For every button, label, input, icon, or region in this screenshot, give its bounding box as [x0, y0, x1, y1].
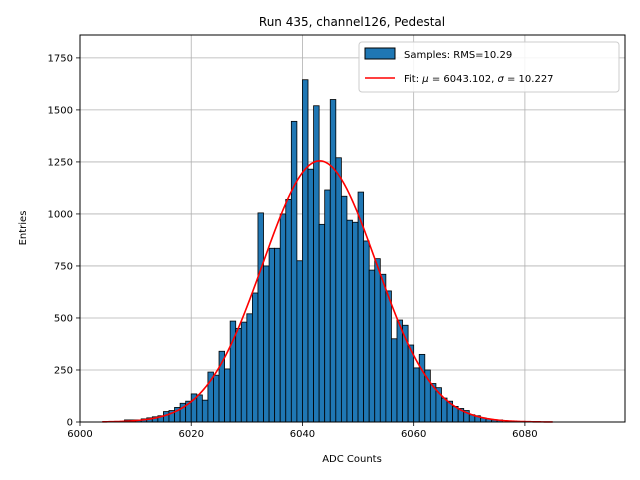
x-tick-label: 6020	[178, 429, 203, 440]
histogram-bar	[235, 327, 242, 423]
histogram-bar	[196, 394, 203, 423]
y-tick-label: 500	[54, 313, 73, 324]
legend-fit-prefix: Fit:	[404, 74, 422, 85]
histogram-bar	[163, 411, 170, 423]
histogram-bar	[268, 247, 276, 423]
histogram-bar	[318, 223, 326, 423]
histogram-bar	[346, 219, 353, 423]
histogram-bar	[246, 313, 253, 423]
chart-title: Run 435, channel126, Pedestal	[259, 15, 445, 29]
y-tick-label: 750	[54, 261, 73, 272]
histogram-bar	[396, 319, 403, 423]
legend-box	[358, 41, 620, 93]
y-tick-label: 1250	[48, 157, 73, 168]
histogram-bar	[374, 258, 381, 423]
x-tick-label: 6000	[67, 429, 92, 440]
histogram-bar	[379, 273, 387, 423]
y-tick-label: 1500	[48, 105, 73, 116]
histogram-bar	[224, 368, 231, 423]
histogram-bar	[240, 321, 248, 423]
y-axis-label: Entries	[18, 211, 29, 246]
histogram-bar	[407, 344, 415, 423]
histogram-bar	[418, 353, 426, 423]
histogram-bar	[302, 79, 309, 423]
histogram-bar	[441, 397, 448, 423]
fit-curve	[102, 160, 553, 423]
histogram-bar	[251, 292, 259, 423]
plot-frame	[79, 34, 626, 423]
histogram-bar	[290, 120, 298, 423]
fit-curve-group	[102, 160, 553, 423]
legend-sigma-symbol: σ	[497, 74, 504, 85]
histogram-bar	[391, 338, 398, 423]
histogram-bar	[279, 213, 287, 423]
histogram-bar	[413, 367, 420, 423]
legend-sigma-value: = 10.227	[504, 74, 554, 85]
histogram-bar	[329, 99, 337, 423]
histogram-bar	[368, 269, 376, 423]
histogram-bar	[313, 105, 320, 423]
histogram-bar	[296, 260, 303, 423]
legend-samples-swatch	[364, 47, 396, 60]
legend-fit-label: Fit: μ = 6043.102, σ = 10.227	[404, 74, 554, 85]
x-axis-ticks: 6000 6020 6040 6060 6080	[67, 422, 538, 440]
legend-mu-value: = 6043.102,	[429, 74, 498, 85]
histogram-bar	[335, 157, 342, 423]
histogram-bar	[263, 265, 270, 423]
histogram-bar	[285, 198, 292, 423]
histogram-bar	[363, 240, 370, 423]
histogram-bar	[274, 247, 281, 423]
histogram-bars	[124, 79, 504, 423]
histogram-bar	[213, 374, 220, 423]
histogram-bar	[257, 212, 264, 423]
x-axis-label: ADC Counts	[322, 454, 382, 465]
histogram-bar	[307, 168, 314, 423]
y-tick-label: 1750	[48, 53, 73, 64]
x-tick-label: 6060	[401, 429, 426, 440]
x-tick-label: 6040	[290, 429, 315, 440]
y-tick-label: 250	[54, 365, 73, 376]
legend: Samples: RMS=10.29 Fit: μ = 6043.102, σ …	[358, 41, 620, 93]
x-tick-label: 6080	[512, 429, 537, 440]
legend-samples-label: Samples: RMS=10.29	[404, 50, 512, 61]
y-tick-label: 0	[67, 418, 73, 429]
histogram-bar	[324, 189, 331, 423]
legend-mu-symbol: μ	[421, 74, 428, 85]
histogram-bar	[201, 399, 209, 423]
histogram-bar	[352, 221, 359, 423]
histogram-bar	[340, 195, 348, 423]
y-axis-ticks: 0 250 500 750 1000 1250 1500 1750	[48, 53, 80, 429]
y-tick-label: 1000	[48, 209, 73, 220]
histogram-bar	[385, 290, 392, 423]
